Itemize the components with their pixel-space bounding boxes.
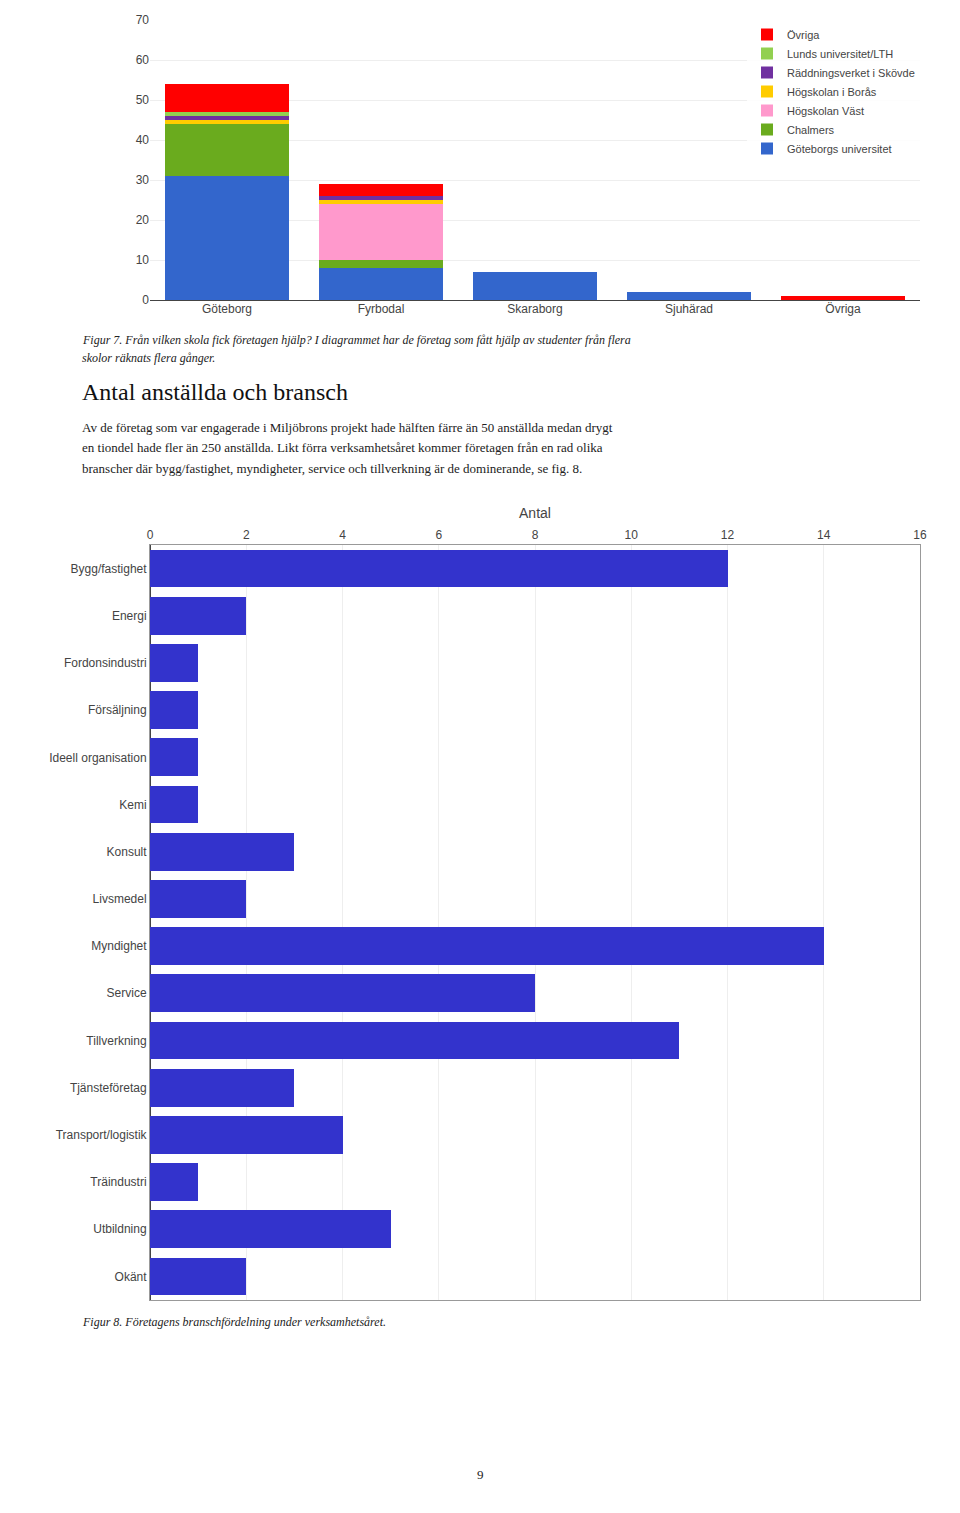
svg-text:Livsmedel: Livsmedel <box>93 892 147 906</box>
svg-text:16: 16 <box>913 528 927 542</box>
svg-text:Service: Service <box>107 986 147 1000</box>
svg-text:Fordonsindustri: Fordonsindustri <box>64 656 147 670</box>
svg-text:60: 60 <box>136 53 150 67</box>
svg-text:Övriga: Övriga <box>787 29 820 41</box>
svg-text:2: 2 <box>243 528 250 542</box>
svg-text:Skaraborg: Skaraborg <box>507 302 562 316</box>
svg-text:Fyrbodal: Fyrbodal <box>358 302 405 316</box>
svg-text:Göteborg: Göteborg <box>202 302 252 316</box>
svg-text:0: 0 <box>147 528 154 542</box>
svg-text:Figur 8. Företagens branschför: Figur 8. Företagens branschfördelning un… <box>82 1315 386 1329</box>
svg-text:6: 6 <box>435 528 442 542</box>
svg-text:14: 14 <box>817 528 831 542</box>
svg-text:Energi: Energi <box>112 609 147 623</box>
svg-text:4: 4 <box>339 528 346 542</box>
svg-text:10: 10 <box>136 253 150 267</box>
svg-text:Transport/logistik: Transport/logistik <box>56 1128 148 1142</box>
svg-text:Figur 7. Från vilken skola fic: Figur 7. Från vilken skola fick företage… <box>82 333 631 347</box>
svg-text:Konsult: Konsult <box>107 845 148 859</box>
svg-text:Övriga: Övriga <box>825 302 861 316</box>
svg-text:Antal: Antal <box>519 505 551 521</box>
svg-text:8: 8 <box>532 528 539 542</box>
svg-text:Av de företag som var engagera: Av de företag som var engagerade i Miljö… <box>82 420 613 435</box>
svg-text:0: 0 <box>142 293 149 307</box>
svg-text:Göteborgs universitet: Göteborgs universitet <box>787 143 892 155</box>
svg-text:50: 50 <box>136 93 150 107</box>
svg-text:40: 40 <box>136 133 150 147</box>
svg-text:Sjuhärad: Sjuhärad <box>665 302 713 316</box>
svg-text:Lunds universitet/LTH: Lunds universitet/LTH <box>787 48 893 60</box>
svg-text:Myndighet: Myndighet <box>91 939 147 953</box>
svg-text:Träindustri: Träindustri <box>90 1175 146 1189</box>
svg-text:Chalmers: Chalmers <box>787 124 835 136</box>
svg-text:30: 30 <box>136 173 150 187</box>
svg-text:Försäljning: Försäljning <box>88 703 147 717</box>
svg-text:Högskolan Väst: Högskolan Väst <box>787 105 864 117</box>
svg-text:Högskolan i Borås: Högskolan i Borås <box>787 86 877 98</box>
svg-text:70: 70 <box>136 13 150 27</box>
svg-text:Kemi: Kemi <box>119 798 146 812</box>
svg-text:Ideell organisation: Ideell organisation <box>49 751 146 765</box>
svg-text:Räddningsverket i Skövde: Räddningsverket i Skövde <box>787 67 915 79</box>
svg-text:skolor räknats flera gånger.: skolor räknats flera gånger. <box>82 351 215 365</box>
svg-text:en tiondel hade fler än 250 an: en tiondel hade fler än 250 anställda. L… <box>82 440 603 455</box>
svg-text:Okänt: Okänt <box>115 1270 148 1284</box>
svg-text:Tillverkning: Tillverkning <box>86 1034 146 1048</box>
svg-text:branscher där bygg/fastighet,: branscher där bygg/fastighet, myndighete… <box>82 461 582 476</box>
svg-text:9: 9 <box>477 1467 484 1482</box>
svg-text:20: 20 <box>136 213 150 227</box>
svg-text:Bygg/fastighet: Bygg/fastighet <box>71 562 148 576</box>
svg-text:Antal anställda och bransch: Antal anställda och bransch <box>82 379 348 405</box>
svg-text:12: 12 <box>721 528 735 542</box>
svg-text:Tjänsteföretag: Tjänsteföretag <box>70 1081 147 1095</box>
svg-text:10: 10 <box>625 528 639 542</box>
svg-text:Utbildning: Utbildning <box>93 1222 146 1236</box>
